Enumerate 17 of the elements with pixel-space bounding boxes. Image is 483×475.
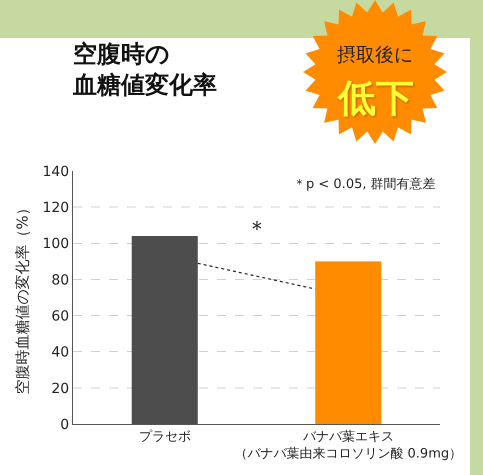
y-tick-label: 40 [51,344,70,361]
chart-title: 空腹時の [73,40,170,68]
y-tick-label: 100 [42,236,70,252]
annotation: ＊p < 0.05, 群間有意差 [293,177,436,192]
y-tick-label: 80 [51,272,70,288]
x-tick-label: プラセボ [138,430,191,445]
y-axis-title: 空腹時血糖値の変化率（%） [14,200,32,395]
x-tick-label: バナバ葉エキス（バナバ葉由来コロソリン酸 0.9mg） [234,430,462,462]
text: 低下 [336,76,414,120]
y-tick-label: 140 [42,164,70,180]
y-tick-label: 0 [60,416,70,433]
annotation: ＊ [246,217,268,242]
y-tick-label: 60 [51,308,70,324]
y-tick-label: 120 [42,200,70,216]
text: 摂取後に [337,44,413,66]
y-tick-label: 20 [51,380,70,397]
chart-subtitle: 血糖値変化率 [72,71,217,100]
